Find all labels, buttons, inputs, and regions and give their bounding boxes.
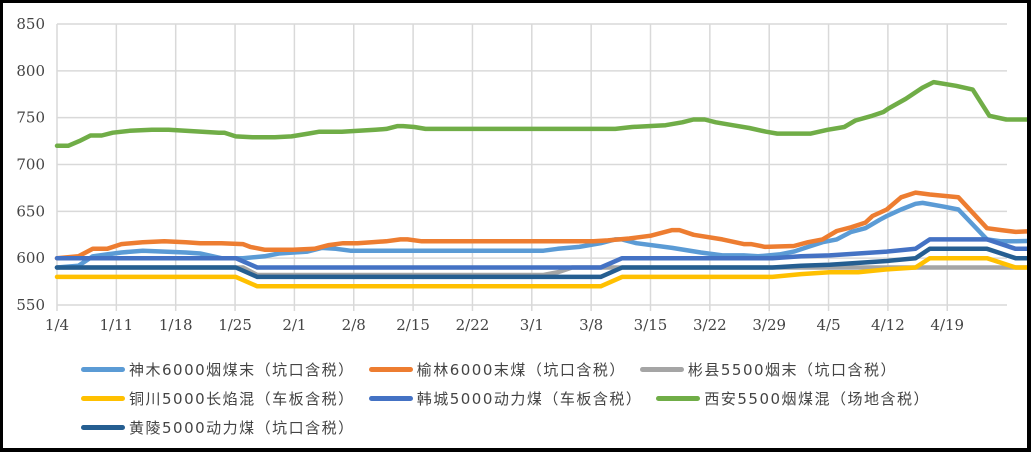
legend-item: 韩城5000动力煤（车板含税） [368, 388, 643, 409]
y-tick-label: 800 [16, 62, 45, 80]
x-tick-label: 3/29 [752, 316, 786, 334]
chart-frame: 550 600 650 700 750 800 850 1/4 1/11 1/18 1/25 2/1 2… [3, 3, 1027, 448]
series-line [54, 246, 1027, 280]
legend-label: 榆林6000末煤（坑口含税） [416, 361, 626, 379]
legend-swatch-icon [368, 396, 413, 401]
chart-legend: 神木6000烟煤末（坑口含税） 榆林6000末煤（坑口含税） 彬县5500烟末（坑口… [81, 355, 981, 442]
legend-item: 榆林6000末煤（坑口含税） [368, 359, 626, 380]
legend-swatch-icon [639, 367, 684, 372]
legend-row: 黄陵5000动力煤（坑口含税） [81, 413, 981, 442]
x-tick-label: 2/15 [396, 316, 430, 334]
legend-label: 黄陵5000动力煤（坑口含税） [129, 419, 355, 437]
x-tick-label: 3/22 [693, 316, 727, 334]
y-tick-label: 600 [16, 249, 45, 267]
legend-item: 彬县5500烟末（坑口含税） [639, 359, 898, 380]
x-tick-label: 4/5 [816, 316, 840, 334]
series-line [54, 255, 1027, 289]
legend-label: 神木6000烟煤末（坑口含税） [129, 361, 355, 379]
legend-item: 铜川5000长焰混（车板含税） [81, 388, 355, 409]
x-tick-label: 3/15 [634, 316, 668, 334]
legend-item: 神木6000烟煤末（坑口含税） [81, 359, 355, 380]
x-tick-label: 2/1 [282, 316, 306, 334]
x-tick-label: 3/8 [579, 316, 603, 334]
x-tick-label: 1/11 [100, 316, 134, 334]
legend-swatch-icon [368, 367, 413, 372]
legend-item: 西安5500烟煤混（场地含税） [656, 388, 930, 409]
y-tick-label: 750 [16, 109, 45, 127]
legend-swatch-icon [81, 425, 125, 430]
legend-swatch-icon [81, 396, 125, 401]
line-chart: 550 600 650 700 750 800 850 1/4 1/11 1/18 1/25 2/1 2… [16, 15, 1027, 334]
x-tick-label: 4/12 [871, 316, 905, 334]
legend-item: 黄陵5000动力煤（坑口含税） [81, 417, 355, 438]
x-tick-label: 3/1 [520, 316, 544, 334]
series-line [54, 237, 1027, 270]
legend-swatch-icon [81, 367, 125, 372]
x-tick-label: 2/22 [456, 316, 490, 334]
series-line [54, 79, 1027, 149]
x-tick-label: 1/18 [159, 316, 193, 334]
legend-label: 西安5500烟煤混（场地含税） [704, 390, 931, 408]
legend-label: 彬县5500烟末（坑口含税） [687, 361, 898, 379]
legend-label: 铜川5000长焰混（车板含税） [129, 390, 355, 408]
legend-row: 神木6000烟煤末（坑口含税） 榆林6000末煤（坑口含税） 彬县5500烟末（坑口… [81, 355, 981, 384]
legend-label: 韩城5000动力煤（车板含税） [416, 390, 643, 408]
x-tick-label: 1/4 [45, 316, 69, 334]
y-tick-label: 550 [16, 296, 45, 314]
x-tick-label: 1/25 [218, 316, 252, 334]
y-tick-label: 650 [16, 202, 45, 220]
x-tick-label: 2/8 [342, 316, 366, 334]
x-tick-label: 4/19 [930, 316, 964, 334]
y-tick-label: 700 [16, 156, 45, 174]
legend-swatch-icon [656, 396, 701, 401]
series-line [54, 190, 1027, 261]
y-tick-label: 850 [16, 15, 45, 33]
legend-row: 铜川5000长焰混（车板含税） 韩城5000动力煤（车板含税） 西安5500烟煤混（… [81, 384, 981, 413]
